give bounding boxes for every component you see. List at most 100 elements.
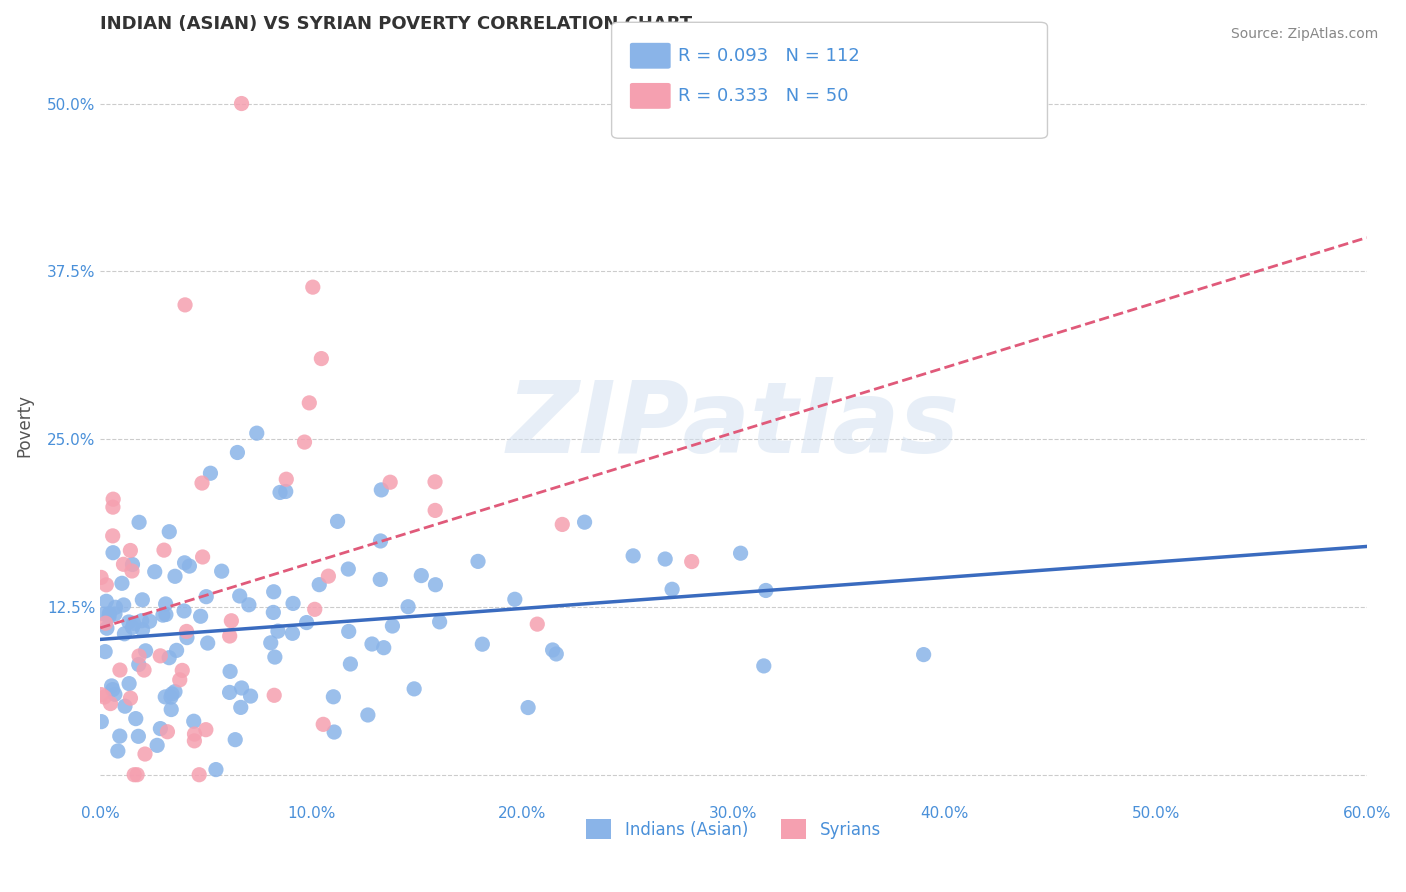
Point xyxy=(373,640,395,655)
Point xyxy=(125,712,148,726)
Point xyxy=(322,690,344,704)
Point xyxy=(541,643,564,657)
Point xyxy=(752,659,775,673)
Point xyxy=(169,673,191,687)
Text: Source: ZipAtlas.com: Source: ZipAtlas.com xyxy=(1230,27,1378,41)
Point xyxy=(298,396,321,410)
Point xyxy=(112,598,135,612)
Point xyxy=(423,503,446,517)
Point xyxy=(574,515,596,529)
Point xyxy=(423,475,446,489)
Point xyxy=(155,597,177,611)
Point xyxy=(381,619,404,633)
Point xyxy=(98,607,121,621)
Point xyxy=(96,578,118,592)
Point xyxy=(132,663,155,677)
Point xyxy=(121,558,143,572)
Point xyxy=(274,484,297,499)
Point xyxy=(90,570,112,584)
Point xyxy=(267,624,290,639)
Point xyxy=(503,592,526,607)
Legend: Indians (Asian), Syrians: Indians (Asian), Syrians xyxy=(579,813,887,846)
Point xyxy=(121,620,143,634)
Point xyxy=(295,615,318,630)
Point xyxy=(654,552,676,566)
Point xyxy=(337,562,360,576)
Point xyxy=(156,724,179,739)
Point xyxy=(173,604,195,618)
Point xyxy=(174,298,197,312)
Point xyxy=(94,616,117,631)
Point xyxy=(380,475,402,490)
Point xyxy=(138,614,160,628)
Point xyxy=(101,492,124,507)
Point xyxy=(311,351,333,366)
Point xyxy=(120,691,142,706)
Point xyxy=(118,676,141,690)
Point xyxy=(131,614,153,628)
Point xyxy=(200,467,222,481)
Point xyxy=(226,445,249,459)
Point xyxy=(108,729,131,743)
Point xyxy=(239,689,262,703)
Point xyxy=(194,723,217,737)
Point xyxy=(231,96,253,111)
Point xyxy=(128,648,150,663)
Point xyxy=(318,569,340,583)
Point xyxy=(157,524,180,539)
Point xyxy=(661,582,683,597)
Point xyxy=(183,727,205,741)
Point xyxy=(263,688,285,702)
Point xyxy=(276,472,298,486)
Point xyxy=(231,681,253,695)
Point xyxy=(152,608,174,623)
Point xyxy=(157,650,180,665)
Point xyxy=(471,637,494,651)
Point xyxy=(101,529,124,543)
Point xyxy=(411,568,433,582)
Text: R = 0.093   N = 112: R = 0.093 N = 112 xyxy=(678,47,859,65)
Point xyxy=(172,664,194,678)
Point xyxy=(96,621,118,635)
Point xyxy=(238,598,260,612)
Point xyxy=(301,280,323,294)
Point xyxy=(621,549,644,563)
Point xyxy=(163,684,186,698)
Point xyxy=(755,583,778,598)
Point xyxy=(101,546,124,560)
Point xyxy=(912,648,935,662)
Point xyxy=(211,564,233,578)
Point xyxy=(517,700,540,714)
Point xyxy=(323,725,346,739)
Point xyxy=(191,549,214,564)
Point xyxy=(90,714,112,729)
Point xyxy=(183,734,205,748)
Point xyxy=(337,624,360,639)
Point xyxy=(160,702,183,716)
Point xyxy=(339,657,361,671)
Point xyxy=(121,564,143,578)
Point xyxy=(404,681,426,696)
Point xyxy=(195,590,218,604)
Point xyxy=(96,594,118,608)
Point xyxy=(229,700,252,714)
Point xyxy=(114,699,136,714)
Point xyxy=(263,650,285,665)
Point xyxy=(114,627,136,641)
Point xyxy=(551,517,574,532)
Point xyxy=(179,559,201,574)
Text: ZIPatlas: ZIPatlas xyxy=(508,377,960,475)
Point xyxy=(94,645,117,659)
Point xyxy=(218,629,240,643)
Point xyxy=(134,747,156,761)
Point xyxy=(111,576,134,591)
Point xyxy=(425,578,447,592)
Point xyxy=(128,657,150,672)
Point xyxy=(128,516,150,530)
Point xyxy=(396,599,419,614)
Point xyxy=(294,435,316,450)
Point xyxy=(173,556,195,570)
Point xyxy=(191,476,214,491)
Point xyxy=(269,485,291,500)
Point xyxy=(108,663,131,677)
